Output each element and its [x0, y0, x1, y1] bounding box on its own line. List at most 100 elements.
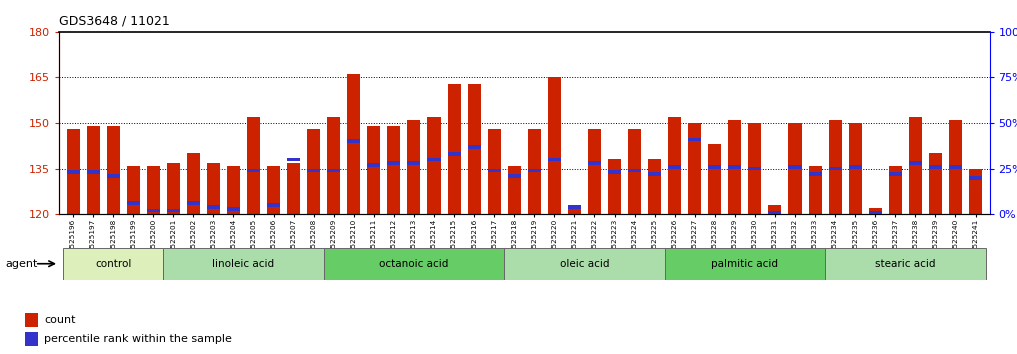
Bar: [468, 145, 481, 149]
Bar: [728, 165, 741, 169]
Bar: [848, 123, 861, 214]
Bar: [689, 123, 702, 214]
Bar: [629, 169, 641, 172]
Bar: [447, 84, 461, 214]
Text: linoleic acid: linoleic acid: [213, 259, 275, 269]
Bar: [889, 172, 902, 176]
Bar: [567, 205, 581, 209]
Bar: [107, 174, 120, 178]
Bar: [187, 201, 200, 205]
Bar: [668, 165, 681, 169]
Bar: [167, 162, 180, 214]
Bar: [809, 166, 822, 214]
Bar: [708, 144, 721, 214]
Bar: [447, 152, 461, 156]
Bar: [548, 78, 560, 214]
Bar: [588, 129, 601, 214]
Text: palmitic acid: palmitic acid: [711, 259, 778, 269]
Bar: [689, 138, 702, 141]
Bar: [648, 172, 661, 176]
Bar: [63, 248, 164, 280]
Bar: [387, 126, 401, 214]
Bar: [167, 209, 180, 212]
Bar: [24, 332, 38, 346]
Bar: [267, 166, 280, 214]
Bar: [408, 161, 420, 165]
Bar: [86, 126, 100, 214]
Bar: [127, 166, 139, 214]
Bar: [367, 163, 380, 167]
Bar: [528, 169, 541, 172]
Bar: [367, 126, 380, 214]
Bar: [728, 120, 741, 214]
Bar: [107, 126, 120, 214]
Bar: [164, 248, 323, 280]
Bar: [788, 123, 801, 214]
Bar: [468, 84, 481, 214]
Bar: [146, 209, 160, 212]
Text: count: count: [44, 315, 75, 325]
Bar: [528, 129, 541, 214]
Bar: [66, 129, 79, 214]
Bar: [127, 201, 139, 205]
Bar: [427, 158, 440, 161]
Bar: [66, 170, 79, 174]
Bar: [387, 161, 401, 165]
Text: GDS3648 / 11021: GDS3648 / 11021: [59, 14, 170, 27]
Text: agent: agent: [5, 259, 38, 269]
Bar: [347, 74, 360, 214]
Bar: [488, 129, 500, 214]
Bar: [24, 313, 38, 326]
Bar: [307, 129, 320, 214]
Bar: [504, 248, 665, 280]
Text: oleic acid: oleic acid: [559, 259, 609, 269]
Bar: [809, 172, 822, 176]
Bar: [949, 165, 962, 169]
Bar: [206, 162, 220, 214]
Bar: [327, 169, 341, 172]
Bar: [929, 153, 942, 214]
Bar: [749, 123, 762, 214]
Bar: [869, 211, 882, 214]
Bar: [427, 117, 440, 214]
Bar: [247, 117, 260, 214]
Bar: [909, 117, 921, 214]
Bar: [588, 161, 601, 165]
Bar: [909, 161, 921, 165]
Bar: [507, 174, 521, 178]
Bar: [608, 170, 621, 174]
Bar: [829, 167, 842, 170]
Bar: [267, 203, 280, 207]
Bar: [287, 158, 300, 161]
Bar: [86, 170, 100, 174]
Bar: [929, 165, 942, 169]
Bar: [665, 248, 825, 280]
Bar: [323, 248, 504, 280]
Bar: [949, 120, 962, 214]
Bar: [749, 167, 762, 170]
Bar: [969, 176, 982, 179]
Bar: [247, 169, 260, 172]
Bar: [347, 139, 360, 143]
Bar: [287, 162, 300, 214]
Bar: [488, 169, 500, 172]
Bar: [769, 205, 781, 214]
Bar: [187, 153, 200, 214]
Bar: [969, 169, 982, 214]
Bar: [648, 159, 661, 214]
Bar: [629, 129, 641, 214]
Bar: [548, 158, 560, 161]
Bar: [869, 208, 882, 214]
Bar: [227, 166, 240, 214]
Bar: [708, 165, 721, 169]
Bar: [769, 211, 781, 214]
Bar: [507, 166, 521, 214]
Text: octanoic acid: octanoic acid: [379, 259, 448, 269]
Bar: [146, 166, 160, 214]
Bar: [408, 120, 420, 214]
Bar: [668, 117, 681, 214]
Bar: [327, 117, 341, 214]
Bar: [825, 248, 985, 280]
Bar: [307, 169, 320, 172]
Bar: [227, 207, 240, 211]
